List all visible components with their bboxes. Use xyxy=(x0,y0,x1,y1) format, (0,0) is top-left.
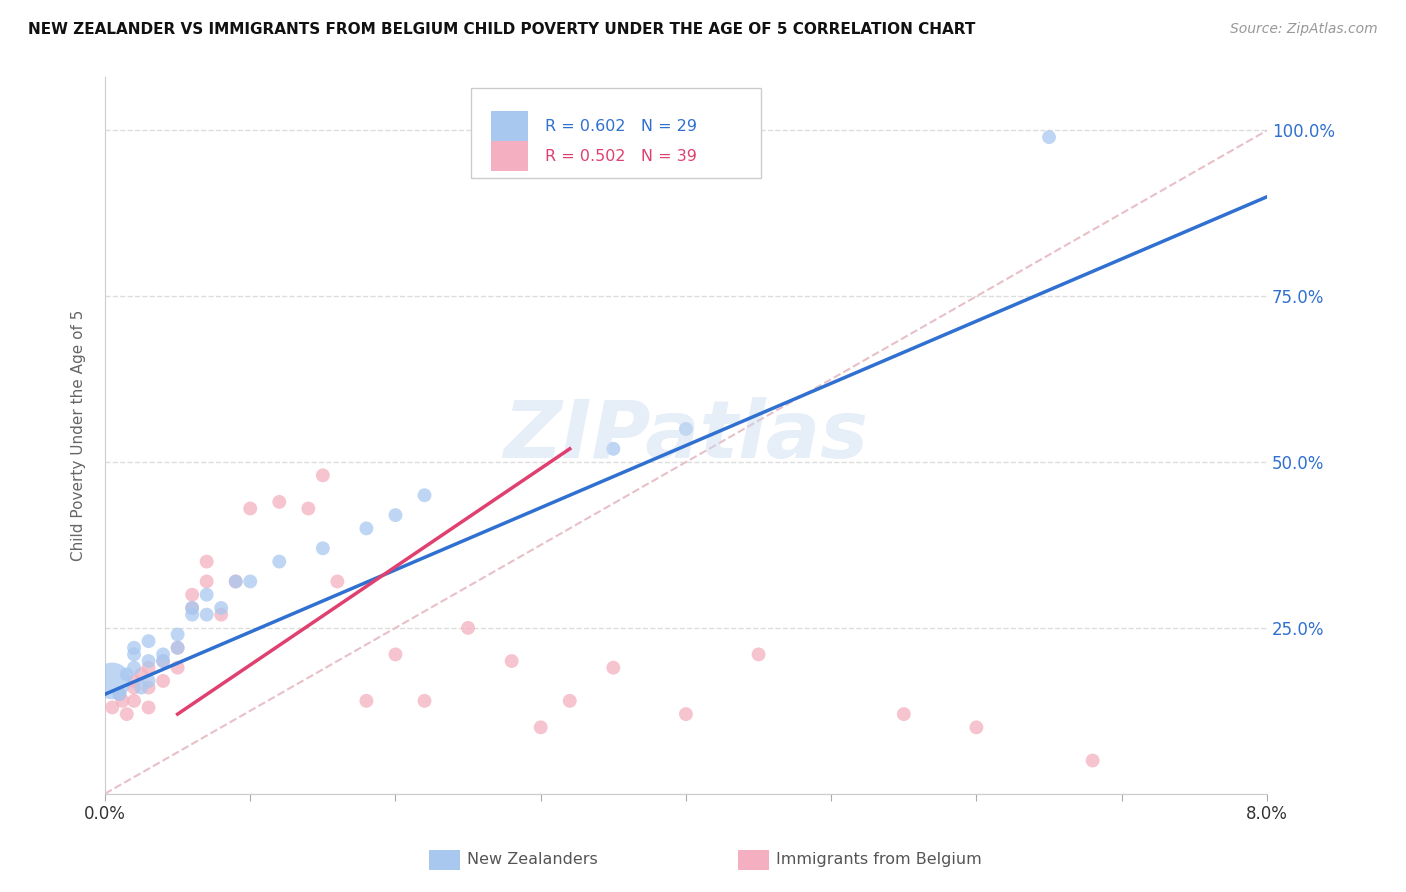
Point xyxy=(195,574,218,589)
Point xyxy=(166,640,188,655)
Point xyxy=(152,648,174,662)
Point xyxy=(152,654,174,668)
Point xyxy=(312,541,335,556)
Point xyxy=(122,681,145,695)
Text: R = 0.502   N = 39: R = 0.502 N = 39 xyxy=(546,148,697,163)
Point xyxy=(457,621,479,635)
Text: ZIPatlas: ZIPatlas xyxy=(503,397,869,475)
Point xyxy=(152,654,174,668)
Point xyxy=(122,661,145,675)
Point xyxy=(413,488,436,502)
Point xyxy=(181,601,204,615)
Point xyxy=(384,648,406,662)
Point xyxy=(101,673,124,688)
Point xyxy=(356,521,378,535)
Point xyxy=(312,468,335,483)
Point xyxy=(122,694,145,708)
FancyBboxPatch shape xyxy=(491,112,527,142)
Point xyxy=(195,588,218,602)
Point xyxy=(501,654,523,668)
Point xyxy=(1081,754,1104,768)
Point xyxy=(108,687,131,701)
Point xyxy=(122,648,145,662)
Text: New Zealanders: New Zealanders xyxy=(467,853,598,867)
Point xyxy=(209,601,232,615)
Point xyxy=(122,640,145,655)
FancyBboxPatch shape xyxy=(491,141,527,171)
Point xyxy=(209,607,232,622)
Point xyxy=(675,707,697,722)
Point xyxy=(138,700,160,714)
Point xyxy=(675,422,697,436)
Point xyxy=(129,667,152,681)
Point xyxy=(108,687,131,701)
Point xyxy=(138,673,160,688)
Point xyxy=(195,555,218,569)
Point xyxy=(138,661,160,675)
Point xyxy=(748,648,770,662)
Point xyxy=(413,694,436,708)
Y-axis label: Child Poverty Under the Age of 5: Child Poverty Under the Age of 5 xyxy=(72,310,86,561)
Point xyxy=(166,640,188,655)
Point xyxy=(356,694,378,708)
Point xyxy=(138,654,160,668)
Point xyxy=(239,501,262,516)
Point xyxy=(166,627,188,641)
Point xyxy=(225,574,247,589)
Point xyxy=(1038,130,1060,145)
Point xyxy=(602,442,624,456)
Point xyxy=(239,574,262,589)
Point xyxy=(138,634,160,648)
Text: Source: ZipAtlas.com: Source: ZipAtlas.com xyxy=(1230,22,1378,37)
Point xyxy=(101,700,124,714)
Point xyxy=(965,720,987,734)
Point xyxy=(129,681,152,695)
FancyBboxPatch shape xyxy=(471,88,762,178)
Point xyxy=(326,574,349,589)
Point xyxy=(558,694,581,708)
Point xyxy=(530,720,553,734)
Text: R = 0.602   N = 29: R = 0.602 N = 29 xyxy=(546,119,697,134)
Point xyxy=(122,673,145,688)
Text: NEW ZEALANDER VS IMMIGRANTS FROM BELGIUM CHILD POVERTY UNDER THE AGE OF 5 CORREL: NEW ZEALANDER VS IMMIGRANTS FROM BELGIUM… xyxy=(28,22,976,37)
Point xyxy=(602,661,624,675)
Point xyxy=(195,607,218,622)
Point xyxy=(297,501,319,516)
Point xyxy=(166,661,188,675)
Point xyxy=(181,588,204,602)
Point xyxy=(115,707,138,722)
Point xyxy=(893,707,915,722)
Point xyxy=(152,673,174,688)
Point xyxy=(138,681,160,695)
Text: Immigrants from Belgium: Immigrants from Belgium xyxy=(776,853,981,867)
Point xyxy=(115,667,138,681)
Point xyxy=(225,574,247,589)
Point xyxy=(269,555,291,569)
Point xyxy=(111,694,134,708)
Point xyxy=(269,495,291,509)
Point xyxy=(181,607,204,622)
Point xyxy=(181,601,204,615)
Point xyxy=(384,508,406,523)
